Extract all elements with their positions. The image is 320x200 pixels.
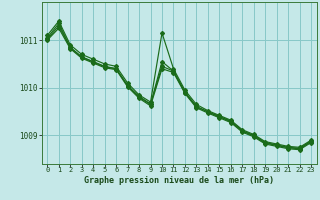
X-axis label: Graphe pression niveau de la mer (hPa): Graphe pression niveau de la mer (hPa) (84, 176, 274, 185)
